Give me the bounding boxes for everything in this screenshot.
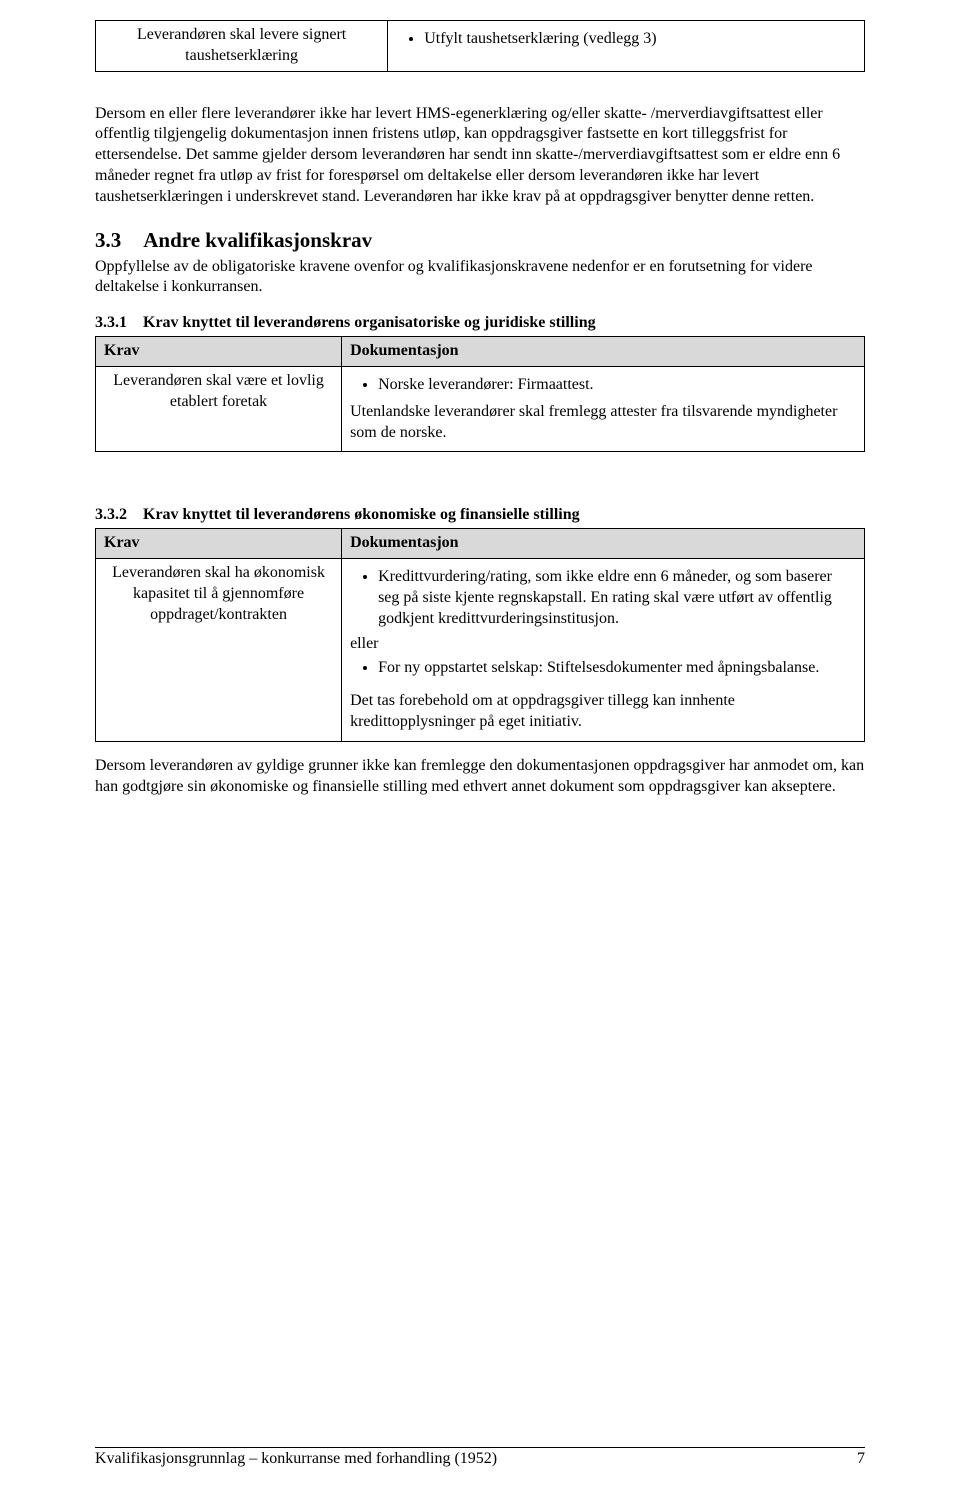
table-top-left: Leverandøren skal levere signert taushet…	[96, 21, 388, 72]
heading-3-3-2-title: Krav knyttet til leverandørens økonomisk…	[143, 506, 580, 523]
paragraph-2: Oppfyllelse av de obligatoriske kravene …	[95, 257, 865, 299]
table-332-eller: eller	[350, 634, 856, 655]
paragraph-1: Dersom en eller flere leverandører ikke …	[95, 104, 865, 208]
heading-3-3-2: 3.3.2 Krav knyttet til leverandørens økon…	[95, 506, 865, 524]
heading-3-3-1-title: Krav knyttet til leverandørens organisat…	[143, 314, 596, 331]
heading-3-3-title: Andre kvalifikasjonskrav	[143, 228, 372, 252]
table-332-bullet-2: For ny oppstartet selskap: Stiftelsesdok…	[378, 658, 856, 679]
footer-left: Kvalifikasjonsgrunnlag – konkurranse med…	[95, 1450, 497, 1468]
table-332-header-dok: Dokumentasjon	[342, 529, 865, 559]
table-332: Krav Dokumentasjon Leverandøren skal ha …	[95, 528, 865, 741]
table-331-after: Utenlandske leverandører skal fremlegg a…	[350, 402, 856, 444]
table-332-bullet-1: Kredittvurdering/rating, som ikke eldre …	[378, 567, 856, 629]
heading-3-3-1: 3.3.1 Krav knyttet til leverandørens orga…	[95, 314, 865, 332]
table-331: Krav Dokumentasjon Leverandøren skal vær…	[95, 336, 865, 452]
table-331-header-dok: Dokumentasjon	[342, 337, 865, 367]
footer: Kvalifikasjonsgrunnlag – konkurranse med…	[95, 1447, 865, 1468]
table-331-left: Leverandøren skal være et lovlig etabler…	[96, 366, 342, 451]
paragraph-3: Dersom leverandøren av gyldige grunner i…	[95, 756, 865, 798]
table-top-bullet: Utfylt taushetserklæring (vedlegg 3)	[424, 29, 856, 50]
table-top-right: Utfylt taushetserklæring (vedlegg 3)	[388, 21, 865, 72]
table-331-header-krav: Krav	[96, 337, 342, 367]
heading-3-3-1-num: 3.3.1	[95, 314, 127, 332]
heading-3-3-num: 3.3	[95, 228, 121, 253]
table-331-bullet: Norske leverandører: Firmaattest.	[378, 375, 856, 396]
table-332-left: Leverandøren skal ha økonomisk kapasitet…	[96, 559, 342, 742]
table-331-right: Norske leverandører: Firmaattest. Utenla…	[342, 366, 865, 451]
table-top: Leverandøren skal levere signert taushet…	[95, 20, 865, 72]
page: Leverandøren skal levere signert taushet…	[0, 0, 960, 1498]
heading-3-3: 3.3 Andre kvalifikasjonskrav	[95, 228, 865, 253]
table-332-after: Det tas forebehold om at oppdragsgiver t…	[350, 691, 856, 733]
footer-page-number: 7	[857, 1450, 865, 1468]
heading-3-3-2-num: 3.3.2	[95, 506, 127, 524]
table-332-header-krav: Krav	[96, 529, 342, 559]
table-332-right: Kredittvurdering/rating, som ikke eldre …	[342, 559, 865, 742]
